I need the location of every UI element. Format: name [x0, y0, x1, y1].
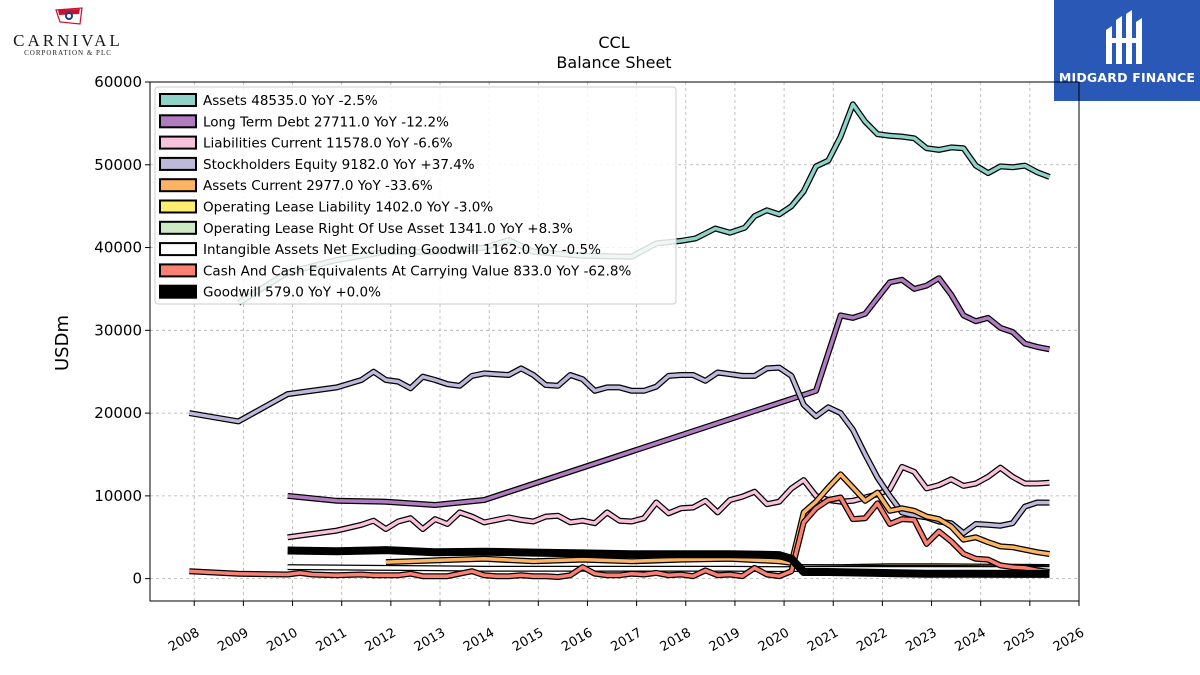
y-tick-label: 60000: [94, 73, 142, 91]
x-tick-label: 2022: [854, 625, 890, 655]
carnival-subtitle: CORPORATION & PLC: [24, 49, 112, 57]
legend-label: Operating Lease Liability 1402.0 YoY -3.…: [203, 200, 493, 216]
legend-entry: Cash And Cash Equivalents At Carrying Va…: [159, 263, 631, 279]
x-tick-label: 2019: [707, 625, 743, 655]
legend-entry: Liabilities Current 11578.0 YoY -6.6%: [159, 135, 453, 152]
legend-swatch: [159, 178, 197, 193]
y-tick-label: 0: [132, 570, 142, 588]
x-tick-label: 2023: [903, 625, 939, 655]
series-line: [385, 472, 1050, 565]
y-tick-label: 50000: [94, 156, 142, 174]
legend-entry: Long Term Debt 27711.0 YoY -12.2%: [159, 114, 449, 130]
legend-label: Goodwill 579.0 YoY +0.0%: [203, 285, 381, 301]
series-intangible-assets-net-excluding-goodwill: [287, 564, 1050, 573]
legend-swatch: [159, 156, 197, 171]
series-line: [287, 546, 1050, 578]
x-tick-label: 2014: [461, 625, 497, 655]
series-line: [287, 565, 1050, 571]
chart-title: CCL: [598, 33, 629, 52]
x-tick-label: 2012: [363, 625, 399, 655]
x-tick-label: 2009: [215, 625, 251, 655]
x-tick-label: 2010: [264, 625, 300, 655]
legend-label: Long Term Debt 27711.0 YoY -12.2%: [203, 114, 449, 130]
legend-entry: Assets 48535.0 YoY -2.5%: [159, 93, 378, 109]
carnival-logo: CARNIVAL CORPORATION & PLC: [0, 0, 140, 60]
x-axis-ticks: 2008 2009 2010 2011 2012 2013 2014 2015 2016 2017…: [166, 601, 1087, 655]
series-liabilities-current: [287, 463, 1050, 541]
y-tick-label: 10000: [94, 487, 142, 505]
y-tick-label: 30000: [94, 321, 142, 339]
legend-entry: Operating Lease Liability 1402.0 YoY -3.…: [159, 199, 493, 216]
series-line: [287, 465, 1050, 540]
x-tick-label: 2024: [953, 625, 989, 655]
legend-swatch: [159, 199, 197, 214]
legend-swatch: [159, 93, 197, 107]
chart-subtitle: Balance Sheet: [556, 53, 671, 72]
series-cash-and-cash-equivalents-at-carrying-value: [189, 494, 1050, 580]
x-tick-label: 2026: [1051, 625, 1087, 655]
x-tick-label: 2011: [314, 625, 350, 655]
legend-entry: Intangible Assets Net Excluding Goodwill…: [159, 242, 601, 258]
x-tick-label: 2021: [805, 625, 841, 655]
legend-box: [154, 86, 677, 305]
x-tick-label: 2017: [608, 625, 644, 655]
legend-label: Stockholders Equity 9182.0 YoY +37.4%: [203, 157, 475, 173]
y-tick-label: 40000: [94, 239, 142, 257]
y-tick-label: 20000: [94, 404, 142, 422]
x-tick-label: 2018: [658, 625, 694, 655]
series-assets-current: [385, 471, 1050, 566]
series-line-outline: [287, 275, 1051, 508]
legend-label: Operating Lease Right Of Use Asset 1341.…: [203, 221, 573, 237]
midgard-emblem-icon: [1106, 10, 1142, 64]
legend-label: Cash And Cash Equivalents At Carrying Va…: [203, 263, 631, 279]
series-goodwill: [287, 546, 1050, 578]
x-tick-label: 2016: [559, 625, 595, 655]
series-line: [287, 276, 1050, 507]
legend-swatch: [159, 135, 197, 150]
legend-swatch: [159, 114, 197, 129]
legend-entry: Goodwill 579.0 YoY +0.0%: [159, 284, 381, 301]
midgard-finance-logo: MIDGARD FINANCE: [1054, 0, 1200, 101]
axes-frame: [149, 81, 1080, 602]
series-line-outline: [188, 364, 1050, 537]
legend-entry: Assets Current 2977.0 YoY -33.6%: [159, 178, 433, 194]
legend-label: Liabilities Current 11578.0 YoY -6.6%: [203, 136, 453, 152]
y-axis-label: USDm: [52, 315, 73, 371]
y-axis-ticks: 0 10000 20000 30000 40000 50000 60000: [94, 73, 150, 588]
midgard-wordmark: MIDGARD FINANCE: [1058, 70, 1196, 85]
legend-label: Assets Current 2977.0 YoY -33.6%: [203, 178, 433, 194]
series-stockholders-equity: [188, 364, 1050, 537]
series-long-term-debt: [287, 275, 1051, 508]
legend-entry: Stockholders Equity 9182.0 YoY +37.4%: [159, 156, 475, 173]
legend-swatch: [159, 284, 197, 299]
x-tick-label: 2025: [1002, 625, 1038, 655]
legend-swatch: [159, 263, 197, 278]
x-tick-label: 2008: [166, 625, 202, 655]
carnival-funnel-icon: CARNIVAL CORPORATION & PLC: [13, 7, 123, 57]
legend: Assets 48535.0 YoY -2.5% Long Term Debt 2…: [154, 86, 677, 305]
legend-label: Assets 48535.0 YoY -2.5%: [203, 93, 378, 109]
x-tick-label: 2013: [412, 625, 448, 655]
legend-swatch: [159, 220, 197, 235]
legend-label: Intangible Assets Net Excluding Goodwill…: [203, 242, 601, 258]
carnival-wordmark: CARNIVAL: [13, 31, 123, 50]
series-lines: [188, 101, 1051, 580]
legend-swatch: [159, 242, 197, 257]
legend-entry: Operating Lease Right Of Use Asset 1341.…: [159, 220, 573, 237]
x-tick-label: 2020: [756, 625, 792, 655]
x-tick-label: 2015: [510, 625, 546, 655]
series-line: [189, 495, 1050, 579]
